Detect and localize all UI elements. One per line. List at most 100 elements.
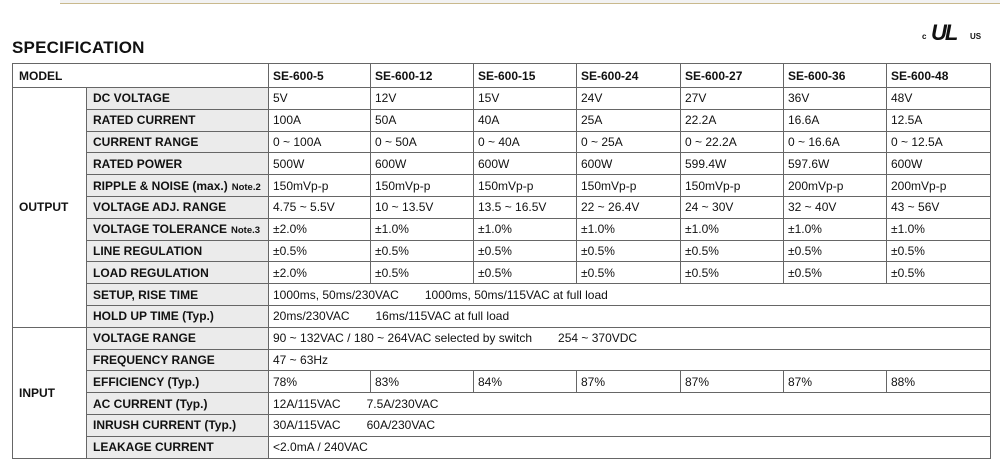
value-cell: 150mVp-p (680, 174, 784, 197)
value-cell: ±1.0% (576, 217, 681, 241)
value-cell: 88% (886, 370, 991, 394)
span-cell: <2.0mA / 240VAC (268, 435, 991, 459)
value-cell: 87% (783, 370, 887, 394)
cert-prefix: c (922, 32, 927, 41)
spec-row: LEAKAGE CURRENT <2.0mA / 240VAC (13, 435, 991, 459)
spec-row: FREQUENCY RANGE 47 ~ 63Hz (13, 348, 991, 372)
label-text: FREQUENCY RANGE (93, 352, 215, 367)
value-cell: ±0.5% (370, 239, 474, 263)
value-cell: ±1.0% (370, 217, 474, 241)
value-cell: ±2.0% (268, 261, 371, 285)
value-cell: 32 ~ 40V (783, 195, 887, 219)
span-text: 30A/115VAC (273, 418, 341, 433)
label-text: EFFICIENCY (Typ.) (93, 374, 200, 389)
value-cell: 200mVp-p (886, 174, 991, 197)
model-label: MODEL (12, 63, 269, 88)
value-cell: 36V (783, 87, 887, 110)
value-cell: 13.5 ~ 16.5V (473, 195, 577, 219)
spec-table: MODEL SE-600-5 SE-600-12 SE-600-15 SE-600-24… (12, 63, 991, 459)
value-cell: ±0.5% (473, 239, 577, 263)
value-cell: ±0.5% (783, 261, 887, 285)
spec-row: CURRENT RANGE 0 ~ 100A 0 ~ 50A 0 ~ 40A 0 ~ 2… (13, 130, 991, 154)
spec-row: AC CURRENT (Typ.) 12A/115VAC 7.5A/230VAC (13, 392, 991, 415)
header-row: MODEL SE-600-5 SE-600-12 SE-600-15 SE-600-24… (12, 63, 991, 88)
row-label: CURRENT RANGE (86, 130, 269, 154)
row-label: LOAD REGULATION (86, 261, 269, 285)
label-text: VOLTAGE TOLERANCE (93, 222, 228, 237)
value-cell: 27V (680, 87, 784, 110)
label-text: VOLTAGE ADJ. RANGE (93, 200, 227, 215)
span-text: 47 ~ 63Hz (273, 352, 329, 367)
model-name: SE-600-24 (576, 63, 681, 88)
row-label: SETUP, RISE TIME (86, 283, 269, 306)
span-text: <2.0mA / 240VAC (273, 440, 368, 455)
row-label: RIPPLE & NOISE (max.) Note.2 (86, 174, 269, 197)
value-cell: 600W (576, 152, 681, 176)
span-text: 12A/115VAC (273, 396, 341, 411)
value-cell: ±1.0% (680, 217, 784, 241)
label-text: CURRENT RANGE (93, 134, 199, 149)
row-label: FREQUENCY RANGE (86, 348, 269, 372)
section-title: SPECIFICATION (12, 38, 145, 57)
value-cell: ±0.5% (473, 261, 577, 285)
span-cell: 90 ~ 132VAC / 180 ~ 264VAC selected by s… (268, 326, 991, 350)
value-cell: 16.6A (783, 108, 887, 132)
top-rule (60, 0, 1000, 4)
label-note: Note.3 (231, 225, 261, 237)
spec-row: VOLTAGE TOLERANCE Note.3 ±2.0% ±1.0% ±1.0% ±1… (13, 217, 991, 241)
spec-row: HOLD UP TIME (Typ.) 20ms/230VAC 16ms/115VA… (13, 304, 991, 328)
value-cell: ±0.5% (886, 261, 991, 285)
label-text: LEAKAGE CURRENT (93, 440, 214, 455)
spec-row: RATED CURRENT 100A 50A 40A 25A 22.2A 16.6A 12.5… (13, 108, 991, 132)
spec-row: INRUSH CURRENT (Typ.) 30A/115VAC 60A/230VA… (13, 413, 991, 437)
label-text: HOLD UP TIME (Typ.) (93, 309, 214, 324)
label-text: DC VOLTAGE (93, 91, 170, 106)
label-text: RATED POWER (93, 156, 183, 171)
spec-row: LINE REGULATION ±0.5% ±0.5% ±0.5% ±0.5% ±0.5%… (13, 239, 991, 263)
spec-row: RIPPLE & NOISE (max.) Note.2 150mVp-p 150mV… (13, 174, 991, 197)
value-cell: 600W (886, 152, 991, 176)
row-label: LEAKAGE CURRENT (86, 435, 269, 459)
value-cell: 599.4W (680, 152, 784, 176)
spec-row: INPUT VOLTAGE RANGE 90 ~ 132VAC / 180 ~ 26… (12, 326, 991, 459)
value-cell: 50A (370, 108, 474, 132)
value-cell: 25A (576, 108, 681, 132)
value-cell: 500W (268, 152, 371, 176)
value-cell: 24V (576, 87, 681, 110)
spec-row: OUTPUT DC VOLTAGE 5V 12V 15V 24V 27V 36V 48V (12, 87, 991, 328)
row-label: AC CURRENT (Typ.) (86, 392, 269, 415)
value-cell: 0 ~ 50A (370, 130, 474, 154)
value-cell: 83% (370, 370, 474, 394)
value-cell: 12.5A (886, 108, 991, 132)
label-text: SETUP, RISE TIME (93, 287, 199, 302)
span-cell: 30A/115VAC 60A/230VAC (268, 413, 991, 437)
span-text: 1000ms, 50ms/230VAC (273, 287, 399, 302)
spec-row: EFFICIENCY (Typ.) 78% 83% 84% 87% 87% 87% 88% (13, 370, 991, 394)
value-cell: 10 ~ 13.5V (370, 195, 474, 219)
label-text: RIPPLE & NOISE (max.) (93, 178, 228, 193)
row-label: VOLTAGE ADJ. RANGE (86, 195, 269, 219)
value-cell: ±0.5% (886, 239, 991, 263)
cert-symbol: UL (931, 20, 958, 45)
label-text: LINE REGULATION (93, 243, 203, 258)
value-cell: 4.75 ~ 5.5V (268, 195, 371, 219)
label-text: RATED CURRENT (93, 113, 196, 128)
row-label: LINE REGULATION (86, 239, 269, 263)
value-cell: 0 ~ 25A (576, 130, 681, 154)
label-text: LOAD REGULATION (93, 265, 209, 280)
value-cell: 5V (268, 87, 371, 110)
span-cell: 47 ~ 63Hz (268, 348, 991, 372)
value-cell: 22 ~ 26.4V (576, 195, 681, 219)
label-text: AC CURRENT (Typ.) (93, 396, 208, 411)
value-cell: 24 ~ 30V (680, 195, 784, 219)
label-text: VOLTAGE RANGE (93, 331, 196, 346)
value-cell: 600W (370, 152, 474, 176)
spec-row: VOLTAGE ADJ. RANGE 4.75 ~ 5.5V 10 ~ 13.5V 1… (13, 195, 991, 219)
value-cell: 0 ~ 12.5A (886, 130, 991, 154)
value-cell: ±0.5% (576, 261, 681, 285)
model-name: SE-600-48 (886, 63, 991, 88)
value-cell: 0 ~ 16.6A (783, 130, 887, 154)
span-text: 1000ms, 50ms/115VAC at full load (424, 287, 608, 302)
value-cell: 0 ~ 40A (473, 130, 577, 154)
